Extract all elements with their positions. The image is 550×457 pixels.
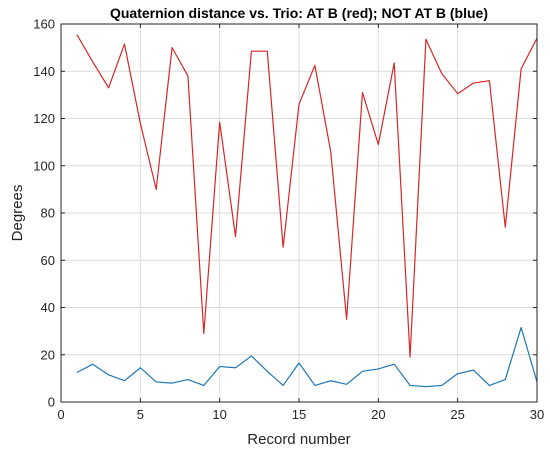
tick-layer: 0 5 10 15 20 25 30 0 20 40 60 80 100 120 140 160 — [33, 17, 544, 423]
y-axis-label: Degrees — [9, 185, 26, 242]
x-tick-label: 15 — [292, 407, 306, 422]
x-tick-label: 0 — [57, 407, 64, 422]
x-tick-label: 5 — [137, 407, 144, 422]
x-tick-label: 30 — [530, 407, 544, 422]
x-tick-label: 20 — [371, 407, 385, 422]
y-tick-label: 140 — [33, 64, 55, 79]
y-tick-label: 120 — [33, 111, 55, 126]
x-axis-label: Record number — [247, 431, 350, 448]
x-tick-label: 25 — [450, 407, 464, 422]
x-tick-label: 10 — [212, 407, 226, 422]
y-tick-label: 40 — [41, 300, 55, 315]
series-line-not-at-b — [76, 326, 538, 388]
y-tick-label: 0 — [48, 395, 55, 410]
chart-title: Quaternion distance vs. Trio: AT B (red)… — [110, 5, 488, 21]
y-tick-label: 100 — [33, 158, 55, 173]
y-tick-label: 60 — [41, 253, 55, 268]
series-layer — [76, 34, 538, 388]
y-tick-label: 20 — [41, 347, 55, 362]
grid-layer — [60, 23, 538, 403]
y-tick-label: 80 — [41, 206, 55, 221]
series-line-at-b — [76, 34, 538, 358]
y-tick-label: 160 — [33, 17, 55, 32]
